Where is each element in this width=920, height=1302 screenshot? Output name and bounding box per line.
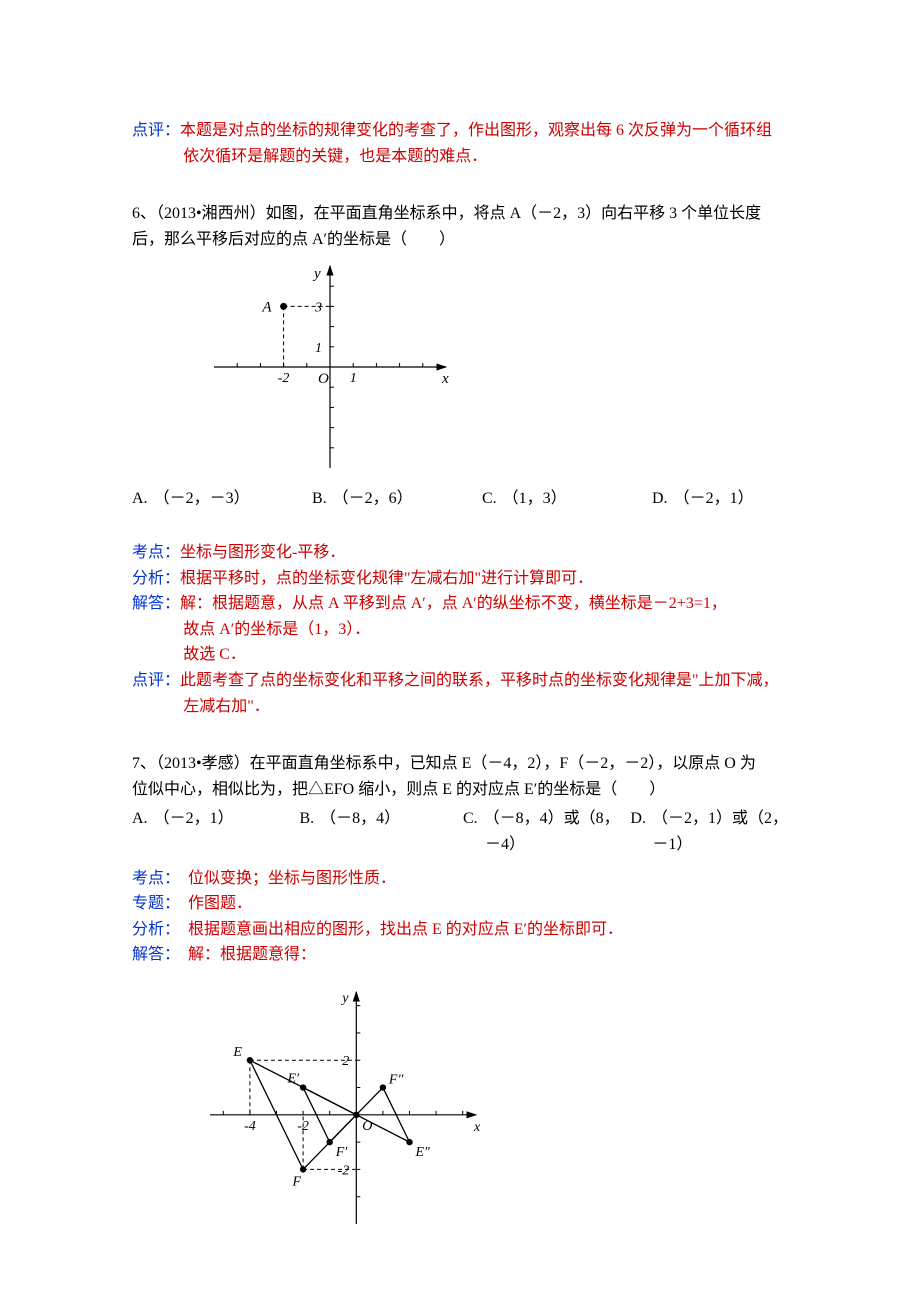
page: 点评：本题是对点的坐标的规律变化的考查了，作出图形，观察出每 6 次反弹为一个循… xyxy=(0,0,920,1298)
choice-label: A. xyxy=(132,486,148,512)
q7-zhuanti-row: 专题： 作图题． xyxy=(132,891,788,917)
fenxi-label: 分析： xyxy=(132,917,188,943)
q7-fenxi-row: 分析： 根据题意画出相应的图形，找出点 E 的对应点 E′的坐标即可． xyxy=(132,917,788,943)
svg-text:E″: E″ xyxy=(415,1145,431,1160)
prev-dianping-line1: 点评：本题是对点的坐标的规律变化的考查了，作出图形，观察出每 6 次反弹为一个循… xyxy=(132,118,788,144)
q6-dianping-line1: 点评：此题考查了点的坐标变化和平移之间的联系，平移时点的坐标变化规律是"上加下减… xyxy=(132,668,788,694)
q7-stem-line2: 位似中心，相似比为，把△EFO 缩小，则点 E 的对应点 E′的坐标是（ ） xyxy=(132,777,788,803)
choice-text: （1，3） xyxy=(503,486,567,512)
kaodian-text: 位似变换；坐标与图形性质． xyxy=(188,866,788,892)
svg-text:F′: F′ xyxy=(335,1145,349,1160)
q7-choice-C: C. （－8，4）或（8， －4） xyxy=(463,806,630,857)
svg-text:E′: E′ xyxy=(286,1071,300,1086)
svg-text:x: x xyxy=(441,371,449,387)
q7-choices: A. （－2，1） B. （－8，4） C. （－8，4）或（8， －4） D.… xyxy=(132,806,788,857)
q6-figure: 1 -2 1 3 x y O A xyxy=(200,252,788,482)
choice-text: （－2，－3） xyxy=(154,486,250,512)
q7-choice-B: B. （－8，4） xyxy=(299,806,463,832)
fenxi-label: 分析： xyxy=(132,570,180,587)
q6-choice-D: D. （－2，1） xyxy=(652,486,754,512)
jieda-text1: 解：根据题意，从点 A 平移到点 A′，点 A′的纵坐标不变，横坐标是－2+3=… xyxy=(180,595,727,612)
choice-text: （－2，1）或（2， xyxy=(652,806,788,832)
q6-kaodian: 考点：坐标与图形变化-平移． xyxy=(132,540,788,566)
svg-text:O: O xyxy=(362,1119,372,1134)
zhuanti-text: 作图题． xyxy=(188,891,788,917)
q6-choice-B: B. （－2，6） xyxy=(312,486,482,512)
q7-kaodian-row: 考点： 位似变换；坐标与图形性质． xyxy=(132,866,788,892)
kaodian-label: 考点： xyxy=(132,866,188,892)
svg-text:-2: -2 xyxy=(297,1119,309,1134)
q6-stem-line1: 6、（2013•湘西州）如图，在平面直角坐标系中，将点 A（－2，3）向右平移 … xyxy=(132,201,788,227)
choice-text-line2: －4） xyxy=(485,832,525,858)
choice-label: D. xyxy=(652,486,668,512)
dianping-label: 点评： xyxy=(132,122,180,139)
svg-text:x: x xyxy=(473,1120,481,1135)
jieda-intro: 解：根据题意得： xyxy=(188,942,788,968)
zhuanti-label: 专题： xyxy=(132,891,188,917)
q6-jieda-line3: 故选 C． xyxy=(132,642,788,668)
choice-label: D. xyxy=(630,806,646,832)
jieda-label: 解答： xyxy=(132,595,180,612)
svg-text:-2: -2 xyxy=(278,371,290,386)
svg-text:A: A xyxy=(261,300,272,316)
svg-text:1: 1 xyxy=(350,371,357,386)
q6-jieda-line1: 解答：解：根据题意，从点 A 平移到点 A′，点 A′的纵坐标不变，横坐标是－2… xyxy=(132,591,788,617)
prev-dianping-text1: 本题是对点的坐标的规律变化的考查了，作出图形，观察出每 6 次反弹为一个循环组 xyxy=(180,122,772,139)
fenxi-text: 根据平移时，点的坐标变化规律"左减右加"进行计算即可． xyxy=(180,570,593,587)
q6-fenxi: 分析：根据平移时，点的坐标变化规律"左减右加"进行计算即可． xyxy=(132,566,788,592)
dianping-text1: 此题考查了点的坐标变化和平移之间的联系，平移时点的坐标变化规律是"上加下减， xyxy=(180,672,779,689)
choice-text: （－8，4）或（8， xyxy=(484,806,620,832)
kaodian-text: 坐标与图形变化-平移． xyxy=(180,544,345,561)
svg-text:2: 2 xyxy=(342,1054,349,1069)
choice-label: C. xyxy=(482,486,497,512)
q7-choice-A: A. （－2，1） xyxy=(132,806,299,832)
svg-text:E: E xyxy=(232,1045,242,1060)
svg-text:F″: F″ xyxy=(388,1072,404,1087)
svg-text:1: 1 xyxy=(315,341,322,356)
q7-choice-D: D. （－2，1）或（2， －1） xyxy=(630,806,788,857)
q6-dianping-line2: 左减右加"． xyxy=(132,694,788,720)
kaodian-label: 考点： xyxy=(132,544,180,561)
q6-stem-line2: 后，那么平移后对应的点 A′的坐标是（ ） xyxy=(132,227,788,253)
jieda-label: 解答： xyxy=(132,942,188,968)
choice-text: （－8，4） xyxy=(320,806,400,832)
q7-stem-line1: 7、（2013•孝感）在平面直角坐标系中，已知点 E（－4，2），F（－2，－2… xyxy=(132,751,788,777)
svg-text:-2: -2 xyxy=(338,1163,350,1178)
q7-jieda-row: 解答： 解：根据题意得： xyxy=(132,942,788,968)
choice-text: （－2，6） xyxy=(333,486,413,512)
choice-text: （－2，1） xyxy=(154,806,234,832)
svg-text:y: y xyxy=(340,991,349,1006)
svg-text:-4: -4 xyxy=(244,1119,256,1134)
svg-text:O: O xyxy=(318,371,329,387)
q6-choice-A: A. （－2，－3） xyxy=(132,486,312,512)
choice-text: （－2，1） xyxy=(674,486,754,512)
choice-label: B. xyxy=(299,806,314,832)
q6-choices: A. （－2，－3） B. （－2，6） C. （1，3） D. （－2，1） xyxy=(132,486,788,512)
fenxi-text: 根据题意画出相应的图形，找出点 E 的对应点 E′的坐标即可． xyxy=(188,917,788,943)
dianping-label: 点评： xyxy=(132,672,180,689)
svg-text:F: F xyxy=(292,1174,302,1189)
svg-text:y: y xyxy=(312,266,321,282)
choice-text-line2: －1） xyxy=(652,832,692,858)
choice-label: A. xyxy=(132,806,148,832)
q7-figure: E F E′ F′ E″ F″ -4 -2 2 -2 x y O xyxy=(190,978,788,1238)
choice-label: C. xyxy=(463,806,478,832)
q6-choice-C: C. （1，3） xyxy=(482,486,652,512)
svg-text:3: 3 xyxy=(314,301,322,316)
q6-jieda-line2: 故点 A′的坐标是（1，3）． xyxy=(132,617,788,643)
choice-label: B. xyxy=(312,486,327,512)
prev-dianping-line2: 依次循环是解题的关键，也是本题的难点． xyxy=(132,144,788,170)
